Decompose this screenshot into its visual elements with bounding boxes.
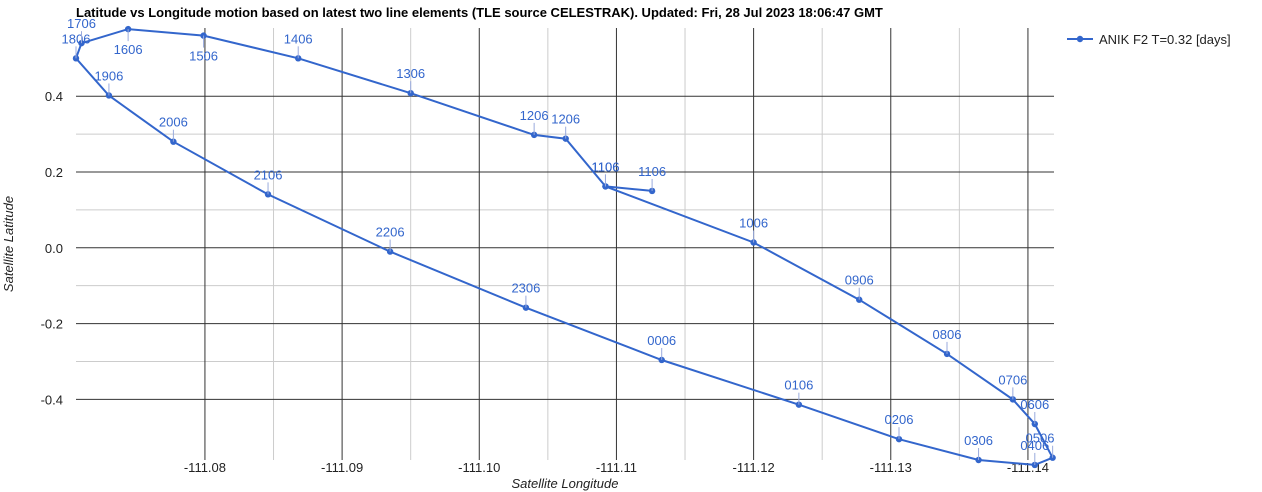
y-tick-label: 0.0	[45, 241, 63, 256]
point-annotation: 0006	[647, 333, 676, 348]
point-annotation: 1306	[396, 66, 425, 81]
point-annotation: 2306	[511, 281, 540, 296]
point-annotation: 0306	[964, 433, 993, 448]
chart-title: Latitude vs Longitude motion based on la…	[76, 5, 883, 20]
y-tick-label: 0.4	[45, 89, 63, 104]
x-tick-label: -111.10	[458, 460, 500, 475]
point-annotation: 1206	[520, 108, 549, 123]
point-annotation: 0806	[933, 327, 962, 342]
point-annotation: 0706	[998, 372, 1027, 387]
y-axis-title: Satellite Latitude	[1, 196, 16, 292]
x-tick-label: -111.13	[870, 460, 912, 475]
point-annotation: 0606	[1020, 397, 1049, 412]
grid	[76, 28, 1054, 460]
data-point	[105, 92, 113, 99]
series-anik-f2	[72, 25, 1056, 469]
y-tick-label: -0.2	[41, 317, 63, 332]
point-annotation: 1806	[62, 31, 91, 46]
point-annotation: 2006	[159, 115, 188, 130]
point-annotation: 1606	[114, 42, 143, 57]
y-tick-label: 0.2	[45, 165, 63, 180]
axis-ticks: -111.08 -111.09 -111.10 -111.11 -111.12 -111.…	[41, 89, 1049, 475]
x-axis-title: Satellite Longitude	[512, 476, 619, 491]
point-annotation: 0106	[784, 378, 813, 393]
x-tick-label: -111.11	[596, 460, 637, 475]
legend-label: ANIK F2 T=0.32 [days]	[1099, 32, 1231, 47]
x-tick-label: -111.09	[321, 460, 363, 475]
point-annotation: 0406	[1020, 438, 1049, 453]
point-annotation: 1206	[551, 112, 580, 127]
point-annotation: 1906	[94, 68, 123, 83]
point-annotation: 1106	[638, 164, 666, 179]
point-annotation: 1106	[591, 159, 619, 174]
point-annotation: 0206	[885, 412, 914, 427]
y-tick-label: -0.4	[41, 392, 63, 407]
point-annotation: 1106	[591, 159, 619, 174]
legend-point-marker	[1076, 35, 1084, 43]
point-annotation: 1506	[189, 49, 218, 64]
data-point	[407, 89, 414, 97]
point-annotation: 0506	[1026, 431, 1055, 446]
legend: ANIK F2 T=0.32 [days]	[1067, 32, 1231, 47]
point-annotation: 0906	[845, 273, 874, 288]
point-annotation: 2106	[254, 167, 283, 182]
point-annotation: 1406	[284, 31, 313, 46]
point-annotation: 1706	[67, 16, 96, 31]
data-point	[124, 25, 132, 33]
x-tick-label: -111.08	[184, 460, 226, 475]
point-annotation: 1006	[739, 215, 768, 230]
x-tick-label: -111.12	[733, 460, 775, 475]
point-annotation: 2206	[376, 225, 405, 240]
